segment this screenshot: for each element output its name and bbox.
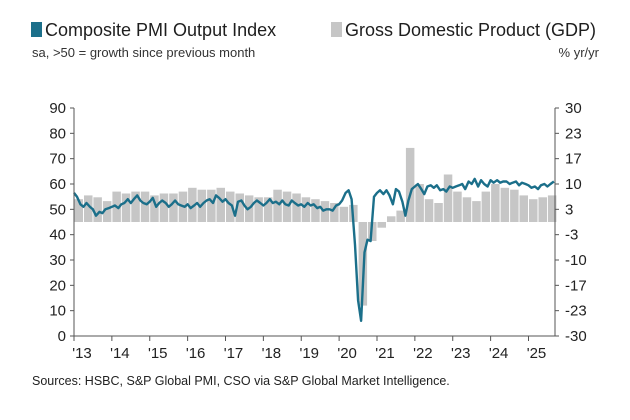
right-tick-label: 17: [565, 151, 582, 168]
source-note: Sources: HSBC, S&P Global PMI, CSO via S…: [32, 374, 450, 388]
gdp-bar: [405, 147, 415, 222]
gdp-bar: [481, 191, 491, 222]
gdp-bar: [396, 210, 405, 222]
x-tick-label: '15: [148, 345, 168, 362]
gdp-bar: [434, 203, 443, 222]
gdp-bar: [424, 199, 434, 222]
gdp-bar: [491, 184, 500, 222]
gdp-bar: [339, 206, 349, 222]
gdp-bar: [131, 191, 140, 222]
gdp-bar: [150, 195, 159, 222]
gdp-bar: [121, 193, 131, 222]
left-tick-label: 30: [49, 252, 66, 269]
gdp-bar: [453, 191, 462, 222]
gdp-bar: [443, 174, 453, 222]
x-tick-label: '13: [72, 345, 92, 362]
gdp-bar: [538, 197, 547, 222]
right-tick-label: 23: [565, 125, 582, 142]
gdp-bar: [330, 203, 339, 222]
left-axis-note: sa, >50 = growth since previous month: [32, 45, 256, 60]
gdp-bar: [301, 197, 311, 222]
x-tick-label: '23: [451, 345, 471, 362]
legend-gdp-swatch: [331, 22, 342, 37]
right-tick-label: -17: [565, 277, 587, 294]
x-tick-label: '25: [527, 345, 547, 362]
left-tick-label: 40: [49, 227, 66, 244]
x-tick-label: '24: [489, 345, 509, 362]
gdp-bar: [84, 195, 93, 222]
legend-pmi: Composite PMI Output Index: [31, 20, 276, 41]
left-tick-label: 80: [49, 125, 66, 142]
x-tick-label: '20: [337, 345, 357, 362]
gdp-bar: [529, 199, 538, 222]
left-tick-label: 50: [49, 201, 66, 218]
gdp-bar: [235, 193, 244, 222]
legend-gdp: Gross Domestic Product (GDP): [331, 20, 596, 41]
x-tick-label: '14: [110, 345, 130, 362]
x-tick-label: '22: [413, 345, 433, 362]
gdp-bar: [140, 191, 150, 222]
gdp-bar: [216, 187, 225, 222]
right-tick-label: 3: [565, 201, 573, 218]
gdp-bars: [74, 147, 557, 306]
x-tick-label: '17: [224, 345, 244, 362]
gdp-bar: [207, 189, 216, 222]
gdp-bar: [547, 195, 557, 222]
gdp-bar: [159, 193, 169, 222]
gdp-bar: [472, 201, 481, 222]
gdp-bar: [93, 197, 102, 222]
right-tick-label: -23: [565, 303, 587, 320]
pmi-line: [73, 177, 555, 322]
left-tick-label: 20: [49, 277, 66, 294]
gdp-bar: [415, 184, 424, 222]
gdp-bar: [102, 201, 112, 222]
gdp-bar: [377, 222, 386, 228]
x-tick-label: '16: [186, 345, 206, 362]
gdp-bar: [311, 199, 320, 222]
gdp-bar: [320, 201, 330, 222]
gdp-bar: [519, 195, 528, 222]
x-tick-label: '19: [299, 345, 319, 362]
gdp-bar: [510, 189, 519, 222]
left-tick-label: 90: [49, 100, 66, 117]
left-tick-label: 70: [49, 151, 66, 168]
legend-pmi-label: Composite PMI Output Index: [45, 20, 277, 40]
right-axis-note: % yr/yr: [558, 45, 599, 60]
legend-gdp-label: Gross Domestic Product (GDP): [345, 20, 597, 40]
left-tick-label: 60: [49, 176, 66, 193]
gdp-bar: [226, 191, 235, 222]
gdp-bar: [254, 197, 263, 222]
x-tick-label: '21: [375, 345, 395, 362]
gdp-bar: [263, 197, 273, 222]
gdp-bar: [292, 193, 301, 222]
right-tick-label: 10: [565, 176, 582, 193]
left-tick-label: 0: [58, 328, 66, 345]
gdp-bar: [169, 193, 178, 222]
gdp-bar: [500, 187, 510, 222]
gdp-bar: [282, 191, 292, 222]
legend-pmi-swatch: [31, 22, 42, 37]
right-tick-label: -30: [565, 328, 587, 345]
left-tick-label: 10: [49, 303, 66, 320]
gdp-bar: [74, 199, 83, 222]
gdp-bar: [273, 189, 282, 222]
right-tick-label: -3: [565, 227, 578, 244]
right-tick-label: 30: [565, 100, 582, 117]
x-tick-label: '18: [262, 345, 282, 362]
gdp-bar: [462, 197, 472, 222]
right-tick-label: -10: [565, 252, 587, 269]
gdp-bar: [188, 187, 197, 222]
gdp-bar: [387, 216, 396, 222]
